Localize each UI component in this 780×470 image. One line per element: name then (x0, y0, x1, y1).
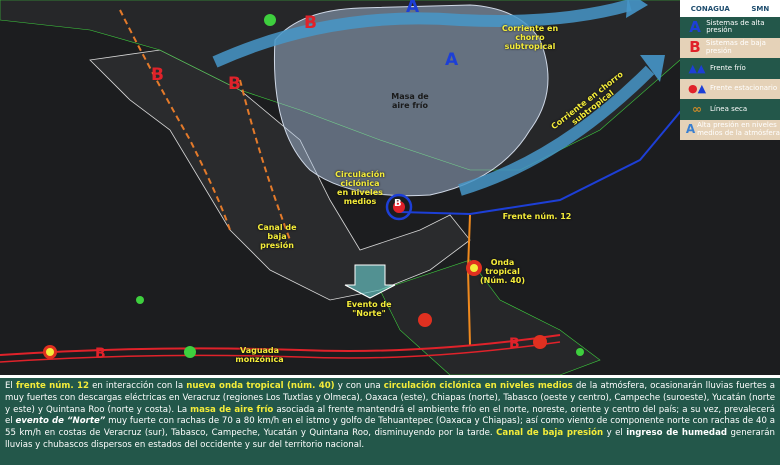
convection-clusters (43, 14, 584, 359)
legend-item: B Sistemas de baja presión (680, 37, 780, 58)
stationary-front-icon: ●▲ (687, 82, 707, 95)
cyclonic-circulation (385, 193, 413, 221)
weather-map: A A B B B B B B Corriente en chorro subt… (0, 0, 780, 375)
jet-stream-2 (458, 65, 655, 196)
description-text: El (5, 381, 16, 391)
monsoon-trough-label: Vaguada monzónica (235, 346, 284, 364)
tropical-wave-label: Onda tropical (Núm. 40) (480, 258, 525, 285)
cold-front-icon: ▲▲ (688, 61, 706, 75)
highlighted-text: evento de “Norte” (15, 416, 106, 427)
highlighted-text: masa de aire frío (190, 404, 274, 415)
cyclonic-circulation-label: Circulación ciclónica en niveles medios (335, 170, 385, 206)
description-text: muy fuerte con rachas de 70 a 80 km/h en… (5, 416, 775, 439)
legend-item: ●▲ Frente estacionario (680, 78, 780, 99)
conagua-logo: CONAGUA (690, 4, 730, 13)
description-text: asociada al frente mantendrá el ambiente… (5, 404, 776, 427)
cold-air-mass-label: Masa de aire frío (391, 92, 429, 110)
smn-logo: SMN (751, 4, 770, 13)
front-label: Frente núm. 12 (502, 212, 572, 221)
low-pressure-icon: B (689, 38, 701, 56)
trough-label: Canal de baja presión (257, 223, 297, 250)
jet-stream-label: Corriente en chorro subtropical (501, 24, 559, 51)
map-graphics (0, 0, 780, 375)
description-text: y el (603, 428, 627, 439)
highlighted-text: frente núm. 12 (15, 381, 89, 391)
dry-line-icon: ∞ (692, 101, 702, 116)
low-pressure-symbol: B (151, 65, 164, 85)
trough-line (239, 79, 291, 241)
norte-event-label: Evento de "Norte" (346, 300, 392, 318)
logos: CONAGUA SMN (680, 0, 780, 17)
description-text: y con una (334, 381, 384, 391)
low-pressure-symbol: B (95, 346, 106, 362)
mid-level-high-icon: A (685, 122, 696, 136)
highlighted-text: ingreso de humedad (626, 428, 728, 439)
highlighted-text: circulación ciclónica en niveles medios (383, 381, 573, 391)
legend-item: ▲▲ Frente frío (680, 58, 780, 79)
cold-air-mass (273, 4, 549, 197)
legend-item: A Sistemas de alta presión (680, 17, 780, 38)
highlighted-text: nueva onda tropical (núm. 40) (186, 381, 335, 391)
jet-stream-1 (212, 0, 632, 68)
land-mexico (89, 49, 471, 301)
high-pressure-symbol: A (445, 50, 459, 70)
low-pressure-symbol: B (509, 336, 520, 352)
low-pressure-symbol: B (228, 74, 241, 94)
highlighted-text: Canal de baja presión (496, 428, 604, 439)
norte-arrow-icon (344, 264, 396, 299)
high-pressure-icon: A (689, 17, 701, 36)
legend-item: ∞ Línea seca (680, 99, 780, 120)
high-pressure-symbol: A (406, 0, 420, 17)
legend-item: A Alta presión en niveles medios de la at… (680, 119, 780, 140)
description-text: de la atmósfera, ocasionarán lluvias fue… (5, 381, 775, 415)
low-pressure-symbol: B (394, 198, 402, 209)
description-text: en interacción con la (88, 381, 187, 391)
dry-line-west (119, 9, 231, 231)
low-pressure-symbol: B (304, 13, 317, 33)
monsoon-trough (0, 334, 561, 356)
description-text: generarán lluvias y chubascos dispersos … (5, 428, 775, 450)
forecast-description: El frente núm. 12 en interacción con la … (0, 378, 780, 465)
